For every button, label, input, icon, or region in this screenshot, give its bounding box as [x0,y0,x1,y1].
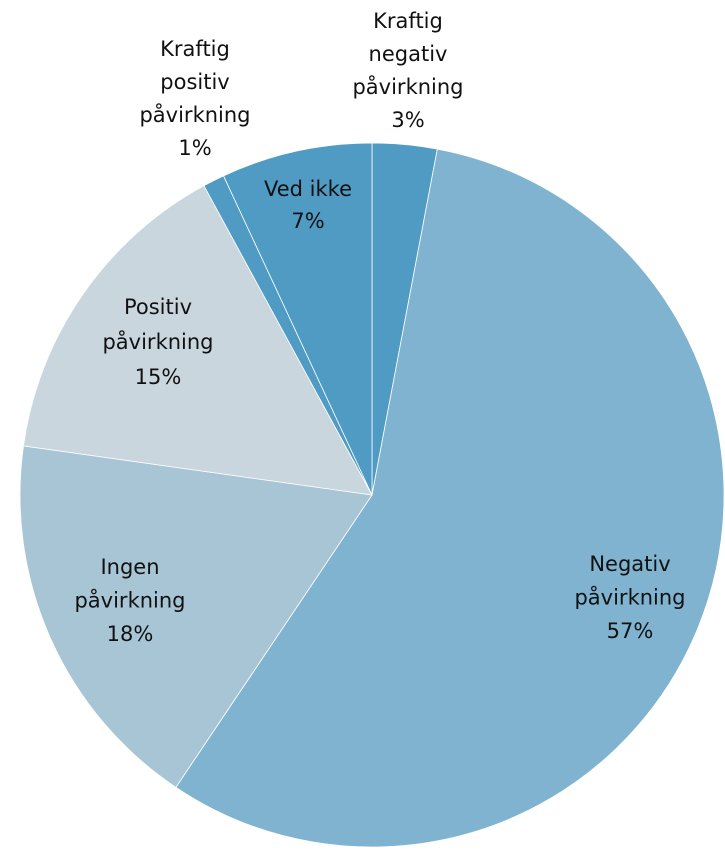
slice-label: Ingen påvirkning [74,555,185,613]
slice-label: Ved ikke [264,177,352,201]
pie-slice [19,445,373,788]
slice-value-label: 3% [391,108,424,132]
slice-label: Negativ påvirkning [574,552,685,610]
slice-value-label: 15% [135,365,182,389]
pie-slice [222,142,373,496]
slice-label: Positiv påvirkning [102,295,213,354]
slice-value-label: 57% [607,619,654,643]
slice-label: Kraftig negativ påvirkning [352,9,463,99]
slice-value-label: 1% [178,136,211,160]
slice-value-label: 7% [291,209,324,233]
slice-value-label: 18% [107,622,154,646]
pie-slice [175,148,725,848]
slice-label: Kraftig positiv påvirkning [139,37,250,127]
pie-slice [22,185,373,496]
